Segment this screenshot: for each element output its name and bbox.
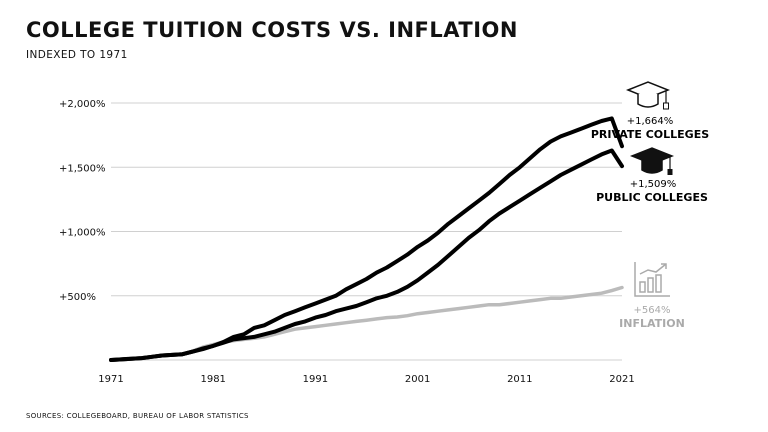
private-annotation: +1,664% PRIVATE COLLEGES — [591, 81, 709, 141]
private-annotation-pct: +1,664% — [627, 116, 674, 127]
y-tick-label: +500% — [59, 292, 96, 303]
y-tick-label: +1,000% — [59, 228, 106, 239]
series-layer — [109, 116, 624, 362]
x-tick-label: 1971 — [98, 374, 123, 385]
grid-layer — [111, 102, 622, 361]
bar-chart-trend-icon — [634, 262, 670, 297]
y-tick-label: +2,000% — [59, 99, 106, 110]
private-series-line — [109, 116, 624, 362]
chart-subtitle: Indexed to 1971 — [26, 49, 128, 61]
public-annotation-label: PUBLIC COLLEGES — [596, 191, 708, 204]
x-tick-label: 1991 — [303, 374, 328, 385]
tick-labels: +500% +1,000% +1,500% +2,000% 1971 1981 1991 20… — [59, 99, 635, 385]
inflation-annotation-pct: +564% — [634, 305, 671, 316]
x-tick-label: 1981 — [200, 374, 225, 385]
x-tick-label: 2011 — [507, 374, 532, 385]
source-note: Sources: Collegeboard, Bureau of Labor S… — [26, 412, 249, 420]
private-annotation-label: PRIVATE COLLEGES — [591, 128, 709, 141]
graduation-cap-outline-icon — [625, 81, 671, 110]
inflation-series-line — [109, 285, 624, 362]
y-tick-label: +1,500% — [59, 163, 106, 174]
x-tick-label: 2001 — [405, 374, 430, 385]
inflation-annotation-label: INFLATION — [619, 317, 685, 330]
x-tick-label: 2021 — [609, 374, 634, 385]
public-annotation-pct: +1,509% — [630, 179, 677, 190]
public-annotation: +1,509% PUBLIC COLLEGES — [596, 147, 708, 204]
inflation-annotation: +564% INFLATION — [619, 262, 685, 330]
chart-title: College Tuition Costs vs. Inflation — [26, 18, 518, 42]
graduation-cap-filled-icon — [629, 147, 675, 175]
public-series-line — [109, 148, 624, 362]
